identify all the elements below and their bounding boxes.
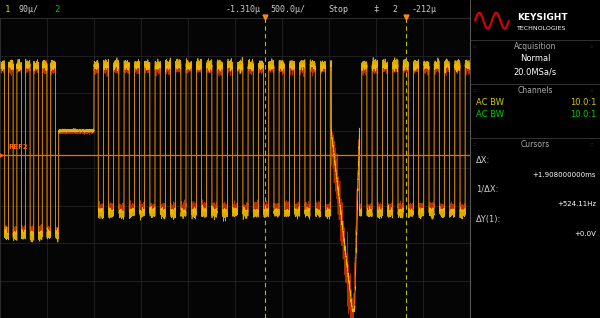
Text: 500.0μ/: 500.0μ/: [270, 4, 305, 13]
Text: 1/ΔX:: 1/ΔX:: [476, 185, 499, 194]
Text: 1: 1: [5, 4, 10, 13]
Text: +1.908000000ms: +1.908000000ms: [533, 172, 596, 178]
Text: ::: ::: [590, 88, 594, 93]
Text: REF2: REF2: [8, 144, 28, 150]
Text: ::: ::: [590, 44, 594, 49]
Text: 90μ/: 90μ/: [19, 4, 39, 13]
Text: 10.0:1: 10.0:1: [570, 110, 596, 119]
Text: ‡: ‡: [373, 4, 379, 13]
Text: Channels: Channels: [517, 86, 553, 95]
Text: 10.0:1: 10.0:1: [570, 98, 596, 107]
Text: ::: ::: [472, 142, 476, 147]
Text: ΔY(1):: ΔY(1):: [476, 215, 502, 224]
Text: 20.0MSa/s: 20.0MSa/s: [513, 67, 557, 76]
Text: +0.0V: +0.0V: [574, 231, 596, 237]
Text: ::: ::: [472, 44, 476, 49]
Text: ΔX:: ΔX:: [476, 156, 491, 165]
Text: 2: 2: [54, 4, 59, 13]
Text: TECHNOLOGIES: TECHNOLOGIES: [517, 26, 566, 31]
Text: Cursors: Cursors: [520, 140, 550, 149]
Text: ::: ::: [472, 88, 476, 93]
Text: -1.310μ: -1.310μ: [226, 4, 260, 13]
Text: +524.11Hz: +524.11Hz: [557, 201, 596, 206]
Text: ::: ::: [590, 142, 594, 147]
Text: 2: 2: [392, 4, 397, 13]
Text: -212μ: -212μ: [411, 4, 436, 13]
Text: AC BW: AC BW: [476, 110, 505, 119]
Text: AC BW: AC BW: [476, 98, 505, 107]
Text: Stop: Stop: [329, 4, 349, 13]
Text: Acquisition: Acquisition: [514, 42, 556, 51]
Text: KEYSIGHT: KEYSIGHT: [517, 13, 567, 22]
Text: Normal: Normal: [520, 54, 550, 63]
